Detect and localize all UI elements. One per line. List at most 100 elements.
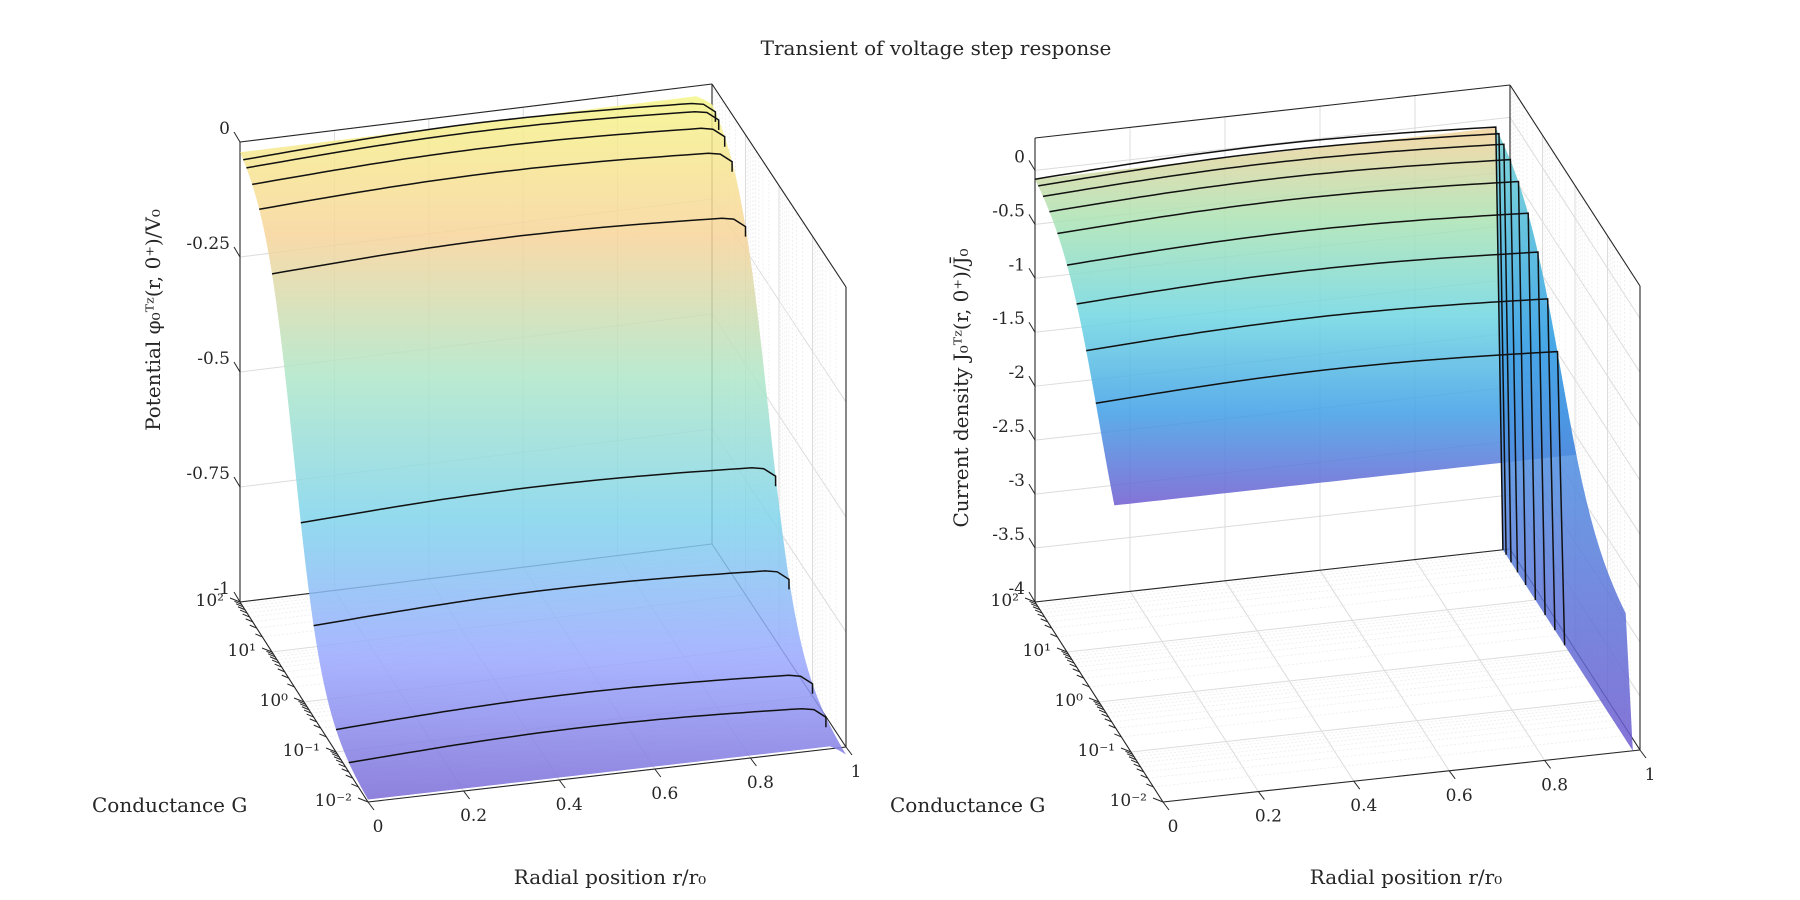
y-minor-tick: [1044, 624, 1052, 629]
y-minor-tick: [1066, 659, 1075, 664]
grid-line-minor: [1143, 719, 1621, 773]
z-tick-label: -1.5: [992, 309, 1025, 329]
current-xlabel: Radial position r/r₀: [1310, 865, 1502, 889]
x-tick: [463, 790, 471, 800]
y-minor-tick: [1032, 606, 1041, 611]
y-minor-tick: [309, 718, 317, 723]
y-minor-tick: [1030, 603, 1039, 608]
x-tick: [750, 757, 757, 767]
y-minor-tick: [1076, 674, 1084, 679]
x-tick: [845, 746, 853, 756]
potential-zlabel: Potential φ₀ᵀᶻ(r, 0⁺)/V₀: [141, 209, 165, 431]
z-tick-label: -1: [1008, 255, 1025, 275]
grid-line-minor: [1039, 556, 1516, 611]
y-minor-tick: [1136, 768, 1144, 773]
potential-y-ticks: 10⁻² 10⁻¹ 10⁰ 10¹ 10²: [196, 591, 369, 811]
y-minor-tick: [301, 706, 310, 711]
x-tick-label: 0.6: [1446, 786, 1473, 806]
grid-line-minor: [1140, 714, 1618, 768]
current-z-ticks: -4 -3.5 -3 -2.5 -2 -1.5 -1 -0.5 0: [992, 147, 1036, 603]
x-tick-label: 0: [373, 817, 384, 837]
y-tick-label: 10¹: [1023, 641, 1051, 661]
y-minor-tick: [249, 624, 257, 629]
y-minor-tick: [341, 768, 349, 773]
y-tick: [1152, 797, 1164, 803]
y-minor-tick: [1069, 663, 1077, 668]
y-tick-label: 10²: [991, 591, 1019, 611]
x-tick: [1639, 749, 1647, 759]
potential-x-ticks: 0 0.2 0.4 0.6 0.8 1: [367, 746, 862, 837]
y-tick: [1120, 747, 1132, 753]
grid-line-minor: [1051, 574, 1528, 629]
y-minor-tick: [1108, 724, 1116, 729]
y-minor-tick: [271, 659, 280, 664]
grid-line-minor: [1147, 725, 1625, 779]
x-tick: [558, 779, 566, 789]
grid-line: [1130, 699, 1608, 753]
box-edge: [1034, 548, 1511, 603]
y-tick: [1056, 647, 1068, 653]
x-tick-label: 1: [851, 762, 862, 782]
current-surface-patch: [1035, 127, 1577, 506]
grid-line-minor: [1138, 710, 1615, 764]
y-tick: [1088, 697, 1100, 703]
y-tick-label: 10⁰: [1055, 691, 1084, 711]
grid-line-minor: [1036, 550, 1512, 605]
z-tick: [1028, 429, 1036, 441]
y-minor-tick: [1114, 733, 1122, 738]
grid-line-minor: [1044, 563, 1520, 618]
y-tick: [357, 797, 369, 803]
y-minor-tick: [330, 750, 338, 755]
z-tick-label: -0.5: [992, 201, 1025, 221]
contour-line: [335, 674, 814, 731]
y-minor-tick: [1050, 633, 1058, 638]
grid-line-minor: [1074, 610, 1550, 664]
y-minor-tick: [319, 733, 327, 738]
y-minor-tick: [303, 709, 312, 714]
box-edge: [1509, 84, 1641, 287]
potential-plot: 0 0.2 0.4 0.6 0.8 1 10⁻² 10⁻¹ 10⁰ 10¹ 10² -1 -0.75…: [92, 83, 862, 889]
y-tick-label: 10⁰: [260, 691, 289, 711]
current-zlabel: Current density J₀ᵀᶻ(r, 0⁺)/J̄₀: [948, 248, 973, 527]
y-minor-tick: [235, 603, 244, 608]
z-tick: [1028, 591, 1036, 603]
x-tick-label: 0.8: [747, 773, 774, 793]
z-tick-label: -0.25: [186, 234, 230, 254]
y-minor-tick: [351, 783, 359, 788]
box-edge: [239, 83, 713, 143]
z-tick: [1028, 321, 1036, 333]
x-tick: [1353, 780, 1361, 790]
y-minor-tick: [298, 700, 306, 705]
y-minor-tick: [1094, 703, 1103, 708]
x-axis-line: [1162, 749, 1641, 803]
y-minor-tick: [245, 618, 253, 623]
y-tick: [261, 647, 273, 653]
x-tick-label: 1: [1645, 765, 1656, 785]
y-tick: [1024, 597, 1036, 603]
current-surface: [1035, 127, 1633, 751]
y-minor-tick: [1098, 709, 1107, 714]
contour-line: [1086, 298, 1556, 631]
y-minor-tick: [335, 759, 344, 764]
contour-line: [1066, 212, 1537, 601]
y-minor-tick: [1125, 750, 1133, 755]
contour-line: [252, 127, 726, 186]
potential-surface: [240, 96, 846, 800]
x-tick-label: 0.2: [1255, 807, 1282, 827]
y-minor-tick: [1062, 653, 1071, 658]
y-tick-label: 10¹: [228, 641, 256, 661]
current-ylabel: Conductance G: [890, 793, 1045, 817]
y-minor-tick: [1096, 706, 1105, 711]
y-minor-tick: [313, 724, 321, 729]
z-tick-label: -1: [213, 579, 230, 599]
y-minor-tick: [287, 683, 295, 688]
z-tick-label: 0: [219, 119, 230, 139]
y-tick-label: 10⁻²: [1110, 791, 1147, 811]
z-tick-label: -4: [1008, 579, 1025, 599]
z-tick-label: -3: [1008, 471, 1025, 491]
y-minor-tick: [1064, 656, 1073, 661]
y-minor-tick: [277, 668, 285, 673]
y-minor-tick: [1082, 683, 1090, 688]
contour-line: [1034, 126, 1504, 550]
